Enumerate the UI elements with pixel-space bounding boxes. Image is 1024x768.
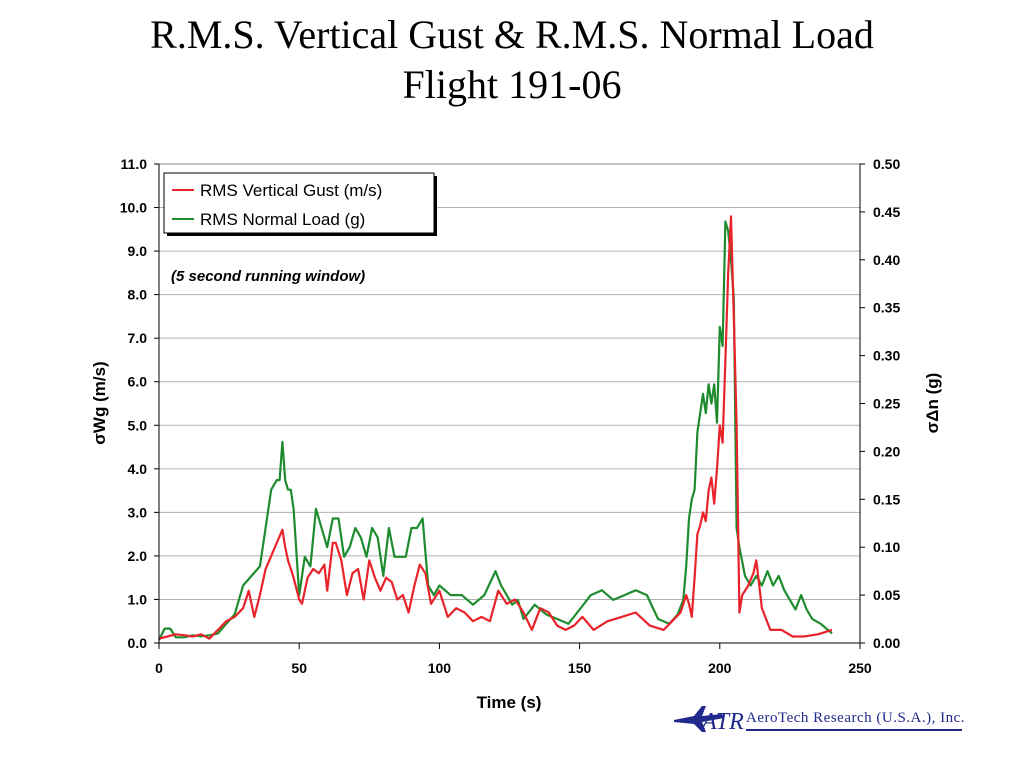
x-tick-label: 200 [708, 660, 732, 676]
legend-box [163, 172, 435, 234]
atr-logo-mark: ATR [674, 706, 744, 735]
window-annotation: (5 second running window) [171, 268, 365, 285]
aerotech-logo: ATR AeroTech Research (U.S.A.), Inc. [672, 702, 972, 736]
y-left-tick-label: 5.0 [128, 417, 148, 433]
y-left-tick-label: 0.0 [128, 635, 148, 651]
x-tick-label: 50 [291, 660, 307, 676]
y-right-tick-label: 0.20 [873, 443, 900, 459]
x-tick-label: 100 [428, 660, 452, 676]
y-left-tick-label: 10.0 [120, 200, 147, 216]
x-tick-label: 150 [568, 660, 592, 676]
y-right-tick-label: 0.05 [873, 587, 900, 603]
y-axis-right-label: σΔn (g) [923, 373, 942, 434]
y-right-tick-label: 0.25 [873, 396, 900, 412]
gridlines [159, 207, 860, 600]
y-left-tick-label: 11.0 [121, 156, 148, 172]
y-left-tick-label: 4.0 [128, 461, 148, 477]
axis-ticks: 0.0 1.0 2.0 3.0 4.0 5.0 6.0 7.0 8.0 9.0 10.0 11.0 0.… [120, 156, 901, 676]
x-tick-label: 0 [155, 660, 163, 676]
y-right-tick-label: 0.00 [873, 635, 900, 651]
series-layer [158, 215, 833, 641]
atr-logo-letters: ATR [700, 709, 744, 735]
x-tick-label: 250 [848, 660, 872, 676]
logo-underline [746, 729, 962, 731]
title-line-2: Flight 191-06 [402, 62, 622, 107]
y-right-tick-label: 0.10 [873, 539, 900, 555]
company-name: AeroTech Research (U.S.A.), Inc. [746, 710, 966, 726]
slide-title: R.M.S. Vertical Gust & R.M.S. Normal Loa… [0, 10, 1024, 110]
y-left-tick-label: 3.0 [128, 504, 148, 520]
x-axis-label: Time (s) [477, 693, 542, 712]
y-right-tick-label: 0.50 [873, 156, 900, 172]
y-left-tick-label: 8.0 [128, 287, 148, 303]
series-line-gust [158, 215, 833, 640]
y-left-tick-label: 2.0 [128, 548, 148, 564]
legend-label-gust: RMS Vertical Gust (m/s) [200, 181, 382, 200]
y-right-tick-label: 0.30 [873, 348, 900, 364]
y-right-tick-label: 0.35 [873, 300, 900, 316]
y-axis-left-label: σWg (m/s) [90, 361, 109, 444]
y-right-tick-label: 0.15 [873, 491, 900, 507]
title-line-1: R.M.S. Vertical Gust & R.M.S. Normal Loa… [150, 12, 874, 57]
y-left-tick-label: 9.0 [128, 243, 148, 259]
legend: RMS Vertical Gust (m/s) RMS Normal Load … [163, 172, 437, 236]
legend-label-load: RMS Normal Load (g) [200, 210, 365, 229]
y-left-tick-label: 7.0 [128, 330, 148, 346]
y-left-tick-label: 6.0 [128, 374, 148, 390]
y-right-tick-label: 0.45 [873, 204, 900, 220]
y-left-tick-label: 1.0 [128, 591, 148, 607]
series-line-load [158, 220, 833, 641]
y-right-tick-label: 0.40 [873, 252, 900, 268]
